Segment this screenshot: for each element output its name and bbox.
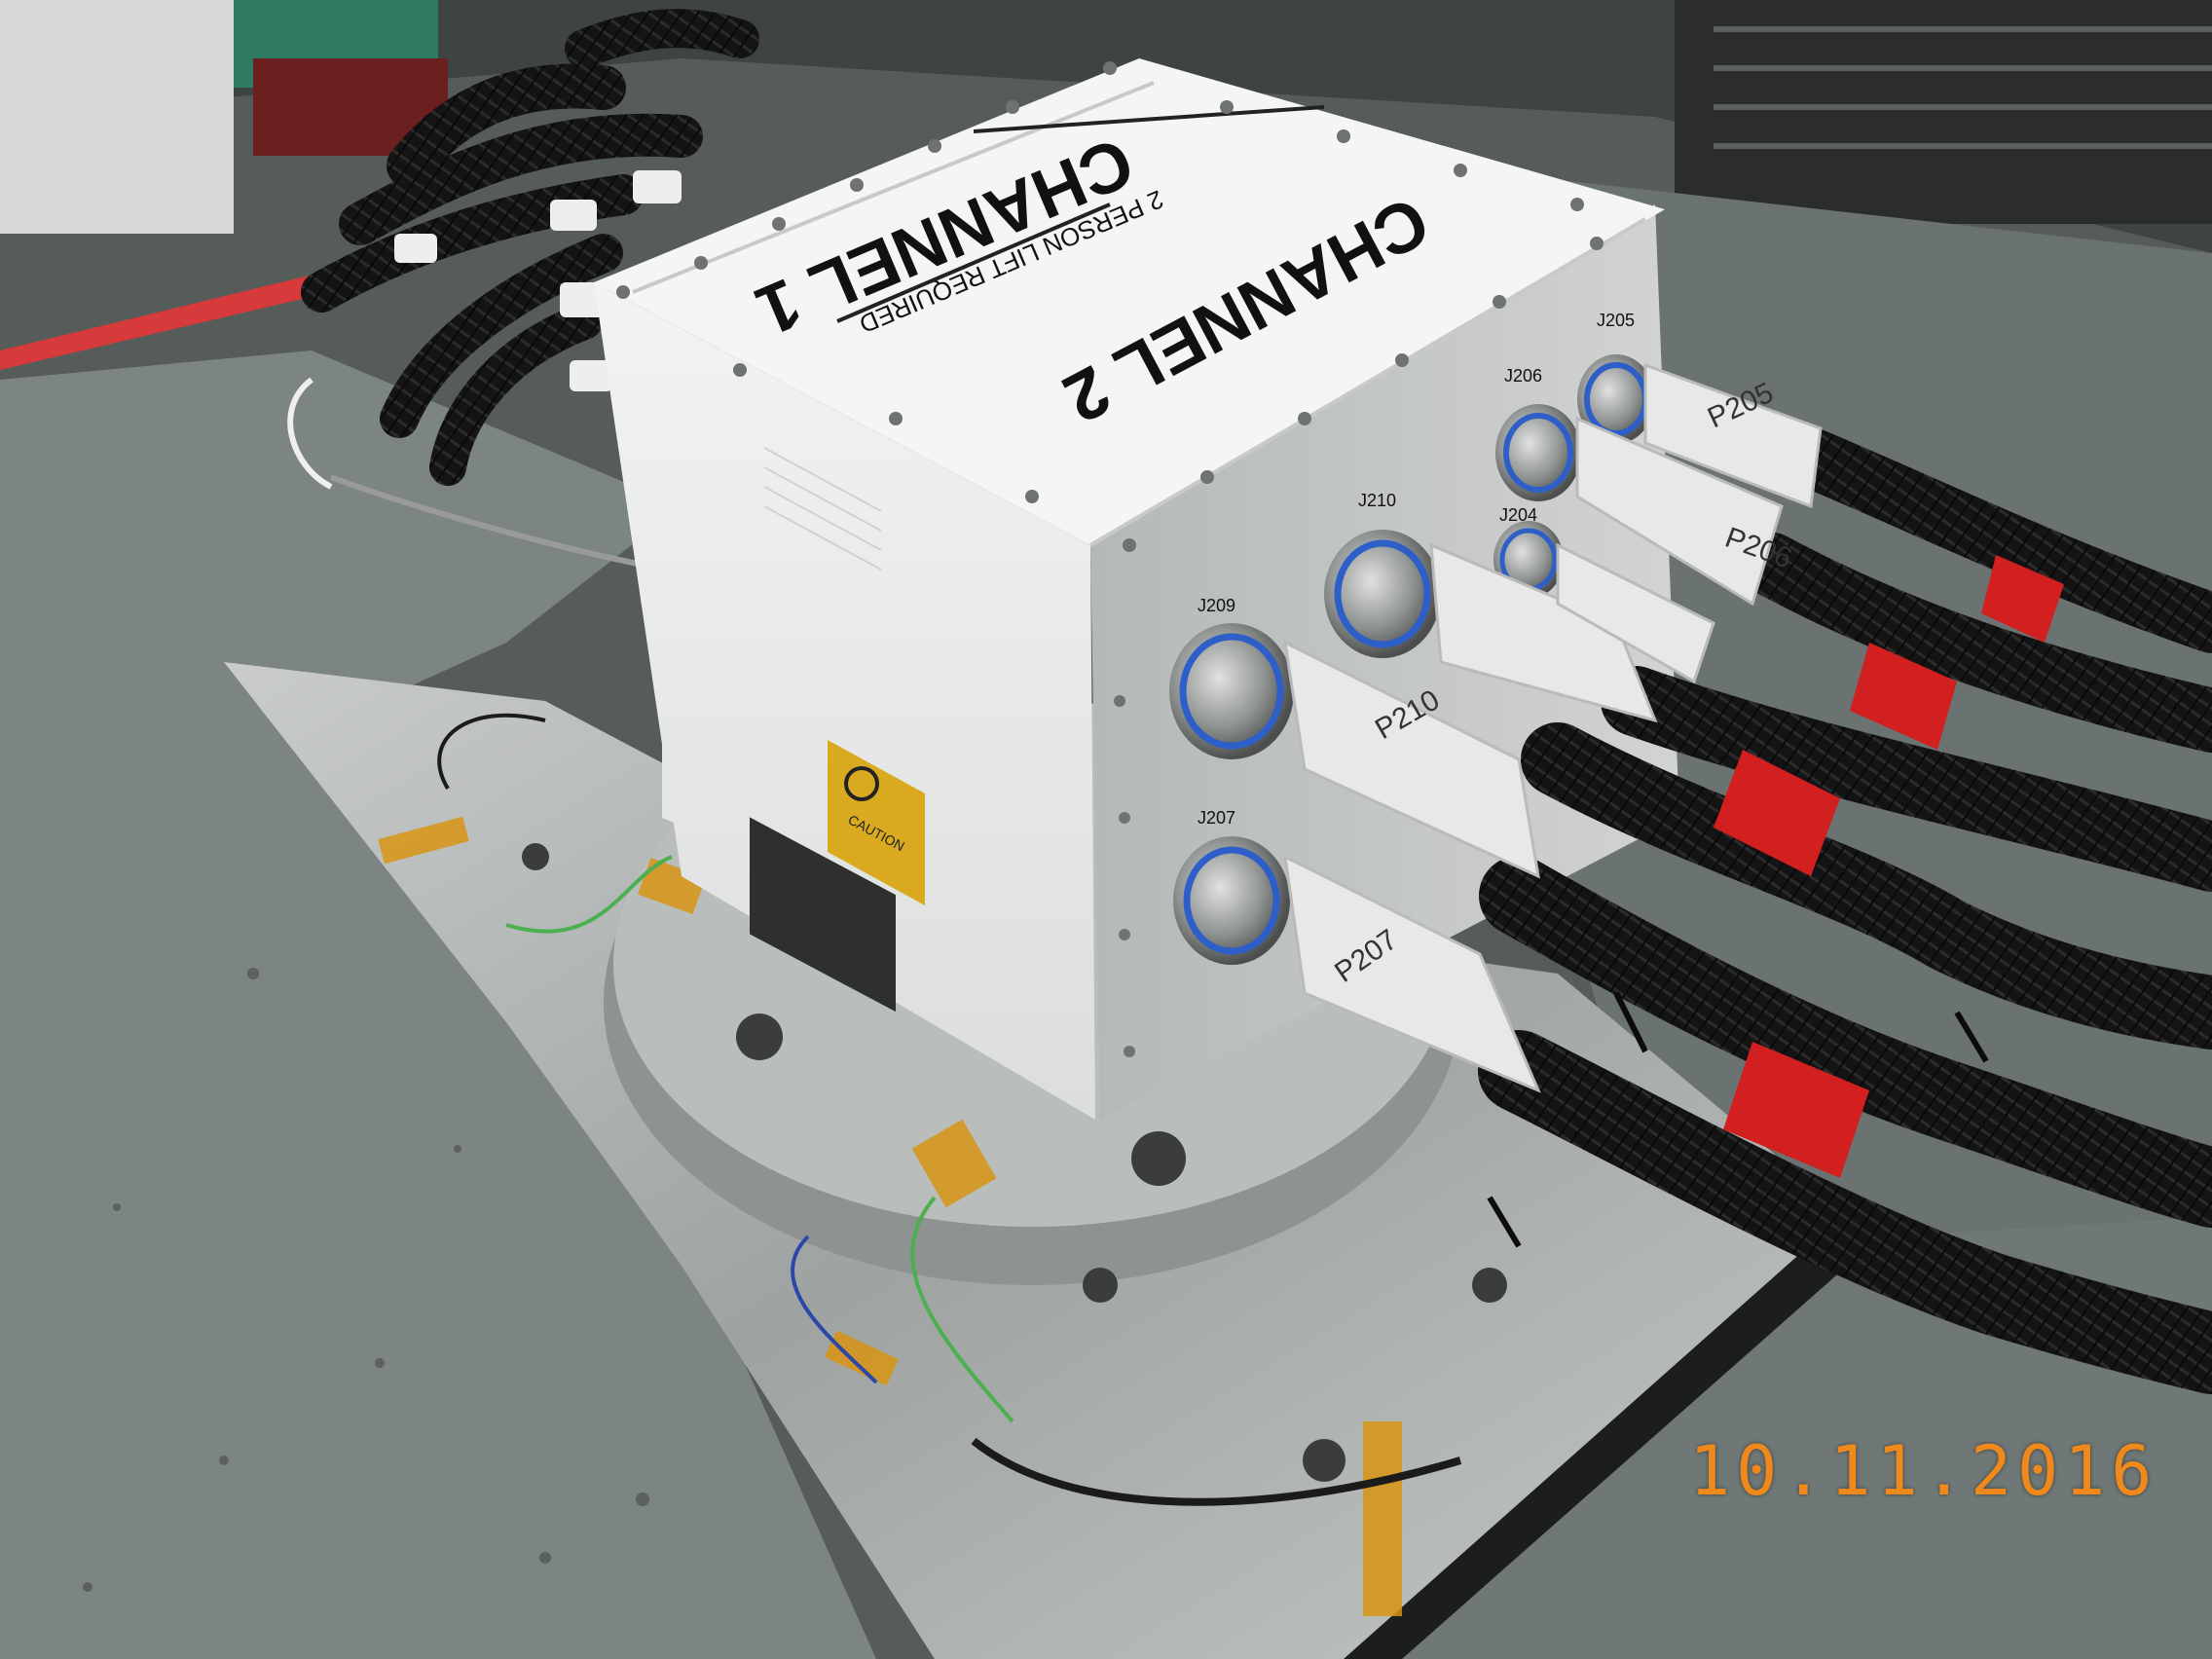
connector-j207 bbox=[1173, 836, 1290, 965]
floor-plate-left bbox=[0, 350, 876, 1659]
hazard-tape bbox=[0, 273, 331, 370]
nameplate-lines bbox=[763, 447, 882, 571]
label-rule-2 bbox=[973, 105, 1325, 133]
rear-cable-bundle bbox=[301, 9, 759, 486]
label-j206: J206 bbox=[1504, 366, 1542, 386]
equipment-rack bbox=[1675, 0, 2212, 224]
connector-j209 bbox=[1169, 623, 1294, 759]
label-j207: J207 bbox=[1198, 808, 1235, 828]
date-stamp: 10.11.2016 bbox=[1689, 1431, 2158, 1511]
connector-j210 bbox=[1324, 530, 1441, 658]
label-j210: J210 bbox=[1358, 491, 1396, 510]
slot-rail bbox=[1344, 1227, 1869, 1659]
caution-sticker bbox=[828, 740, 925, 905]
kapton-tape bbox=[378, 816, 1402, 1616]
label-j205: J205 bbox=[1597, 311, 1635, 330]
front-cable-bundle bbox=[1478, 427, 2212, 1394]
floor-scuffs bbox=[83, 968, 649, 1592]
workshop-back-wall bbox=[0, 0, 2212, 253]
sensor-wires bbox=[287, 377, 1462, 1506]
label-j204: J204 bbox=[1499, 505, 1537, 525]
cable-ties bbox=[1487, 991, 1989, 1248]
red-tape-bands bbox=[1714, 555, 2064, 1178]
box-side-white bbox=[594, 282, 1095, 1120]
caution-symbol bbox=[844, 766, 879, 801]
taped-backshells bbox=[1283, 362, 1823, 1093]
box-screws bbox=[616, 61, 1604, 1057]
label-j209: J209 bbox=[1198, 596, 1235, 615]
nameplate bbox=[750, 817, 896, 1013]
rack-rails bbox=[1714, 26, 2212, 149]
white-cabinet bbox=[0, 0, 234, 234]
connector-j206 bbox=[1495, 404, 1581, 501]
box-top-seam bbox=[632, 81, 1647, 547]
box-top bbox=[594, 58, 1665, 545]
label-rule-1 bbox=[836, 203, 1111, 323]
